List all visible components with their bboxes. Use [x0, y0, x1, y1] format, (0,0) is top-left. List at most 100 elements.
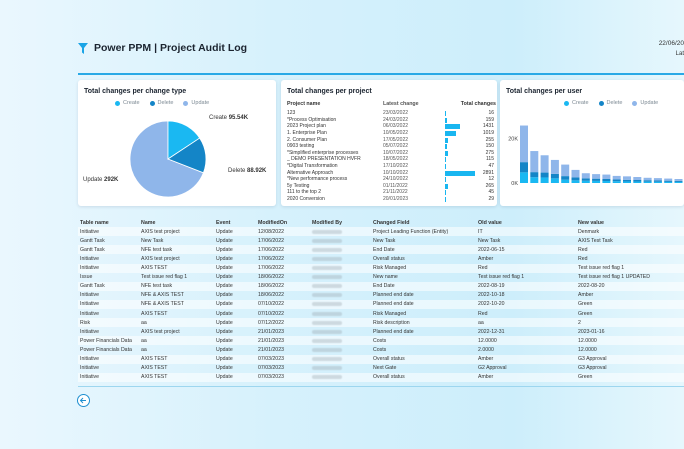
bar-create-u2[interactable] [530, 177, 539, 183]
col-header[interactable]: Modified By [312, 219, 343, 226]
audit-table-row[interactable]: Gantt Task NFE test task Update 17/06/2022 E… [78, 245, 684, 255]
bar-delete-u15[interactable] [664, 180, 673, 182]
audit-table-row[interactable]: Gantt Task New Task Update 17/06/2022 New Ta… [78, 236, 684, 245]
bar-create-u4[interactable] [550, 178, 559, 183]
bar-update-u15[interactable] [664, 178, 673, 181]
col-header[interactable]: ModifiedOn [258, 219, 288, 226]
bar-update-u2[interactable] [530, 151, 539, 173]
audit-table-row[interactable]: Initiative NFE & AXIS TEST Update 18/06/202… [78, 291, 684, 300]
col-latest-change[interactable]: Latest change [383, 101, 419, 107]
pie-chart[interactable] [128, 119, 208, 199]
project-row[interactable]: 0903 testing 05/07/2022 150 [287, 143, 496, 150]
audit-table-row[interactable]: Initiative AXIS TEST Update 07/03/2023 Next … [78, 364, 684, 373]
bar-update-u9[interactable] [602, 174, 611, 180]
bar-create-u11[interactable] [623, 181, 631, 183]
bar-delete-u4[interactable] [550, 173, 559, 179]
bar-delete-u9[interactable] [602, 179, 611, 182]
bar-create-u6[interactable] [571, 180, 580, 183]
bar-delete-u1[interactable] [520, 162, 528, 173]
bar-delete-u7[interactable] [581, 178, 590, 181]
bar-update-u11[interactable] [623, 176, 631, 180]
bar-update-u16[interactable] [674, 179, 683, 181]
bar-create-u15[interactable] [664, 181, 673, 183]
col-header[interactable]: Old value [478, 219, 502, 226]
bar-create-u13[interactable] [643, 181, 652, 183]
bar-update-u10[interactable] [612, 175, 621, 180]
project-row[interactable]: *Process Optimisation 24/03/2022 159 [287, 117, 496, 124]
bar-update-u13[interactable] [643, 177, 652, 181]
back-button[interactable] [77, 394, 90, 407]
legend-item-create[interactable]: Create [564, 100, 589, 106]
audit-table-row[interactable]: Issue Test issue red flag 1 Update 18/06/20… [78, 273, 684, 282]
col-header[interactable]: Name [141, 219, 156, 226]
bar-delete-u3[interactable] [540, 172, 549, 178]
bar-update-u3[interactable] [540, 155, 549, 173]
project-row[interactable]: 1. Enterprise Plan 10/05/2022 1019 [287, 130, 496, 137]
audit-table-row[interactable]: Initiative AXIS test project Update 17/06/2… [78, 254, 684, 263]
project-row[interactable]: 2. Consumer Plan 17/05/2022 255 [287, 136, 496, 143]
legend-item-create[interactable]: Create [115, 100, 140, 106]
legend-item-delete[interactable]: Delete [149, 100, 173, 106]
bar-update-u7[interactable] [581, 173, 590, 179]
audit-table-row[interactable]: Risk aa Update 07/12/2022 Risk description aa… [78, 318, 684, 328]
audit-table-row[interactable]: Initiative AXIS test project Update 12/08/2… [78, 227, 684, 237]
col-total-changes[interactable]: Total changes [460, 101, 496, 107]
bar-update-u12[interactable] [633, 177, 642, 181]
bar-create-u10[interactable] [612, 181, 621, 183]
bar-delete-u11[interactable] [623, 179, 631, 182]
audit-table-row[interactable]: Power Financials Data aa Update 21/01/2023 C… [78, 345, 684, 354]
bar-update-u4[interactable] [550, 159, 559, 174]
bar-update-u1[interactable] [520, 125, 528, 163]
legend-item-update[interactable]: Update [632, 100, 658, 106]
bar-delete-u2[interactable] [530, 172, 539, 178]
col-header[interactable]: Changed Field [373, 219, 410, 226]
bar-create-u9[interactable] [602, 181, 611, 183]
y-tick-label: 0K [511, 181, 518, 187]
col-header[interactable]: New value [578, 219, 604, 226]
bar-delete-u5[interactable] [561, 176, 570, 180]
legend-item-update[interactable]: Update [183, 100, 209, 106]
audit-table-row[interactable]: Initiative AXIS test project Update 21/01/2… [78, 327, 684, 336]
project-row[interactable]: 111 to the top 2 21/11/2022 45 [287, 189, 496, 196]
bar-update-u5[interactable] [561, 164, 570, 177]
bar-create-u3[interactable] [540, 177, 549, 183]
bar-delete-u16[interactable] [674, 180, 683, 182]
audit-table-row[interactable]: Initiative AXIS TEST Update 07/03/2023 Overa… [78, 354, 684, 364]
bar-create-u12[interactable] [633, 181, 642, 183]
legend-item-delete[interactable]: Delete [598, 100, 622, 106]
audit-table-row[interactable]: Initiative AXIS TEST Update 07/03/2023 Overa… [78, 372, 684, 382]
bar-delete-u10[interactable] [612, 179, 621, 182]
project-row[interactable]: 2023 Project plan 06/03/2022 1431 [287, 123, 496, 130]
project-row[interactable]: Alternative Approach 10/10/2022 2891 [287, 169, 496, 176]
project-row[interactable]: 5y Testing 01/11/2022 265 [287, 183, 496, 190]
bar-delete-u12[interactable] [633, 180, 642, 182]
bar-update-u6[interactable] [571, 169, 580, 178]
bar-create-u1[interactable] [520, 172, 528, 183]
project-row[interactable]: *Digital Transformation 17/10/2022 47 [287, 163, 496, 170]
audit-table-row[interactable]: Initiative AXIS TEST Update 07/10/2022 Risk … [78, 309, 684, 318]
project-row[interactable]: *Simplified enterprise processes 10/07/20… [287, 150, 496, 157]
bar-create-u8[interactable] [592, 180, 601, 183]
bar-delete-u8[interactable] [592, 178, 601, 181]
project-row[interactable]: *New performance process 24/10/2022 12 [287, 176, 496, 183]
project-row[interactable]: 123 23/03/2022 16 [287, 110, 496, 117]
bar-delete-u6[interactable] [571, 177, 580, 181]
bar-update-u8[interactable] [592, 174, 601, 179]
project-row[interactable]: 2020 Conversion 20/01/2023 29 [287, 196, 496, 203]
bar-create-u14[interactable] [653, 181, 662, 183]
col-header[interactable]: Table name [80, 219, 109, 226]
audit-table-row[interactable]: Power Financials Data aa Update 21/01/2023 C… [78, 336, 684, 346]
bar-create-u16[interactable] [674, 181, 683, 183]
bar-delete-u14[interactable] [653, 180, 662, 182]
bar-create-u5[interactable] [561, 179, 570, 183]
bar-delete-u13[interactable] [643, 180, 652, 182]
audit-table-row[interactable]: Initiative NFE & AXIS TEST Update 07/10/202… [78, 299, 684, 309]
bar-create-u7[interactable] [581, 180, 590, 183]
col-project-name[interactable]: Project name [287, 101, 321, 107]
project-row[interactable]: _ DEMO PRESENTATION HVFR 18/05/2022 115 [287, 156, 496, 163]
bar-update-u14[interactable] [653, 178, 662, 181]
user-bar-chart[interactable]: 20K 0K [500, 108, 684, 204]
col-header[interactable]: Event [216, 219, 231, 226]
audit-table-row[interactable]: Initiative AXIS TEST Update 17/06/2022 Risk … [78, 263, 684, 273]
audit-table-row[interactable]: Gantt Task NFE test task Update 18/06/2022 E… [78, 281, 684, 291]
